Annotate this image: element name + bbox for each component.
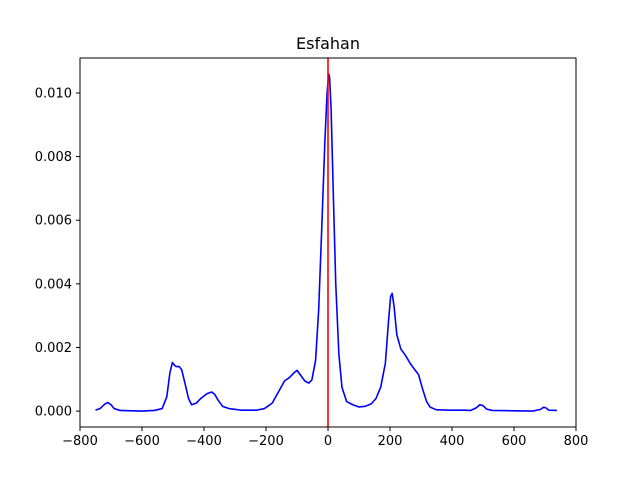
x-tick-label: 0 bbox=[324, 434, 332, 449]
x-axis: −800 −600 −400 −200 0 200 400 600 800 bbox=[62, 427, 588, 449]
y-axis: 0.000 0.002 0.004 0.006 0.008 0.010 bbox=[35, 86, 80, 420]
x-tick-label: 200 bbox=[378, 434, 403, 449]
y-tick-label: 0.004 bbox=[35, 277, 72, 292]
y-tick-label: 0.010 bbox=[35, 86, 72, 101]
x-tick-label: 600 bbox=[502, 434, 527, 449]
y-tick-label: 0.008 bbox=[35, 150, 72, 165]
x-tick-label: −200 bbox=[248, 434, 284, 449]
plot-area bbox=[95, 58, 557, 427]
series-line-0 bbox=[95, 73, 557, 412]
y-tick-label: 0.002 bbox=[35, 341, 72, 356]
plot-frame bbox=[79, 57, 577, 428]
x-tick-label: 400 bbox=[440, 434, 465, 449]
y-tick-label: 0.000 bbox=[35, 405, 72, 420]
chart-title: Esfahan bbox=[296, 34, 360, 53]
x-tick-label: −800 bbox=[62, 434, 98, 449]
y-tick-label: 0.006 bbox=[35, 214, 72, 229]
x-tick-label: 800 bbox=[564, 434, 589, 449]
x-tick-label: −600 bbox=[124, 434, 160, 449]
x-tick-label: −400 bbox=[186, 434, 222, 449]
